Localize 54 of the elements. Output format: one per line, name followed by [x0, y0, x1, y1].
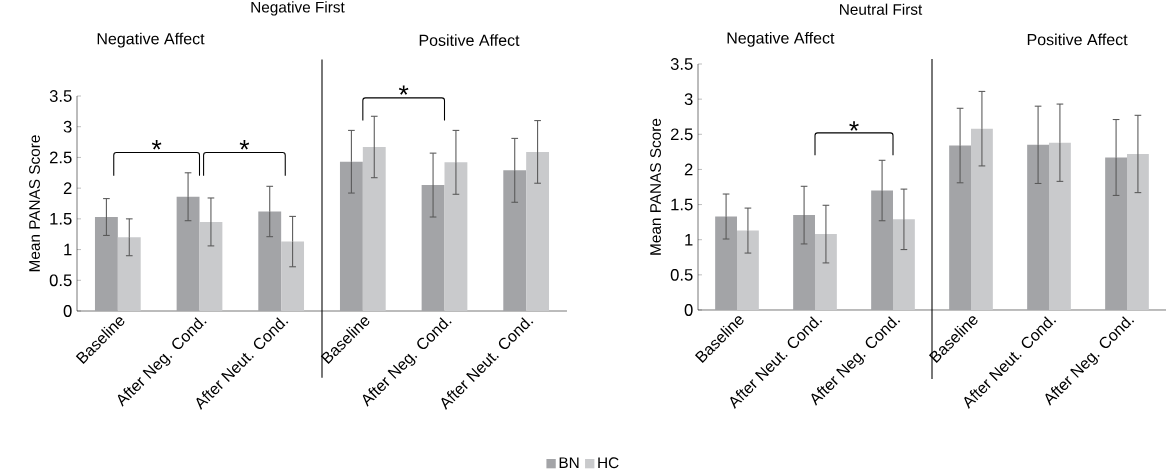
bar — [971, 128, 993, 310]
bar — [715, 216, 738, 310]
bar — [949, 145, 971, 310]
text: Negative Affect — [727, 31, 835, 47]
legend-label: BN — [559, 457, 579, 468]
bar — [503, 170, 527, 311]
y-axis-title: Mean PANAS Score — [29, 135, 40, 272]
y-axis-title: Mean PANAS Score — [650, 118, 661, 255]
text: Positive Affect — [1027, 33, 1128, 46]
y-tick-label: 1 — [64, 243, 72, 256]
bar — [339, 161, 363, 311]
bar — [281, 241, 305, 311]
y-tick-label: 2.5 — [670, 128, 693, 141]
bar — [526, 151, 550, 311]
y-tick-label: 0 — [63, 305, 72, 317]
y-tick-label: 1.5 — [50, 213, 72, 225]
bar — [815, 234, 837, 310]
y-tick-label: 3 — [684, 93, 693, 106]
chart-title: Neutral First — [840, 3, 923, 15]
bar — [871, 190, 893, 310]
bar — [793, 215, 815, 310]
bar — [421, 185, 445, 311]
text: Negative Affect — [97, 32, 205, 48]
bar — [362, 146, 386, 311]
bar — [94, 217, 118, 311]
y-tick-label: 3.5 — [49, 90, 72, 102]
y-tick-label: 3 — [63, 120, 72, 133]
bar — [893, 219, 915, 310]
bar — [199, 221, 223, 311]
legend-label: HC — [598, 457, 619, 469]
y-tick-label: 1.5 — [671, 198, 693, 211]
bar — [1049, 142, 1071, 310]
y-tick-label: 2.5 — [49, 151, 72, 164]
bar — [737, 230, 759, 310]
annotation: * — [849, 121, 859, 131]
y-tick-label: 0.5 — [670, 268, 693, 281]
y-tick-label: 2 — [684, 163, 693, 176]
bar — [176, 196, 200, 311]
annotation: * — [151, 140, 162, 150]
bar — [258, 211, 282, 311]
bar — [444, 162, 468, 311]
text: * — [398, 85, 409, 95]
bar — [1027, 144, 1049, 310]
bar — [117, 237, 141, 311]
bar — [1105, 157, 1127, 310]
y-tick-label: 2 — [63, 182, 72, 194]
annotation: * — [239, 140, 250, 150]
y-tick-label: 0 — [684, 304, 693, 316]
y-tick-label: 3.5 — [670, 58, 693, 70]
y-tick-label: 1 — [685, 233, 693, 246]
text: Positive Affect — [419, 34, 520, 46]
chart-title: Negative First — [251, 1, 345, 16]
y-tick-label: 0.5 — [49, 274, 72, 287]
bar — [1127, 153, 1149, 310]
